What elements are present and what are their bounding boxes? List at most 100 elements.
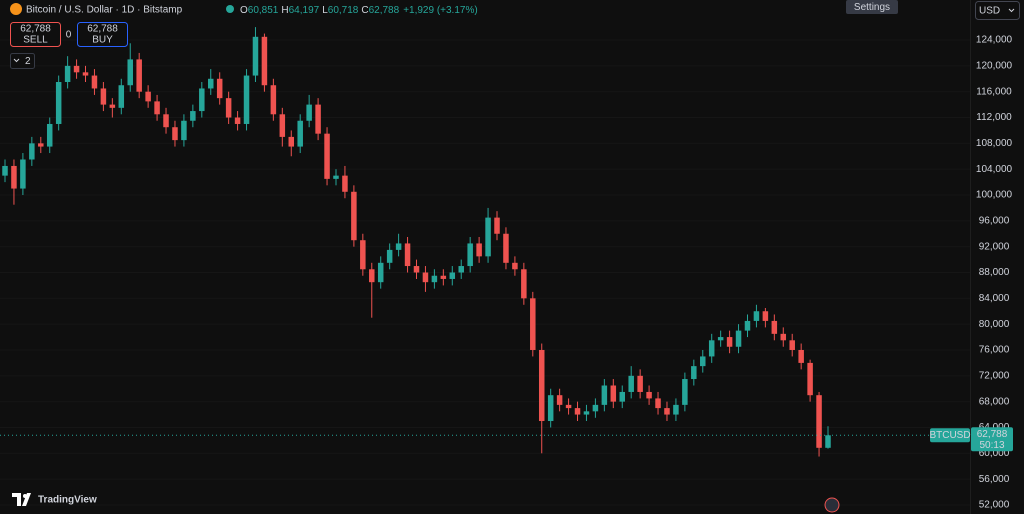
candle-body [449, 272, 456, 279]
candle-body [46, 123, 53, 147]
dropdown-icon [1008, 8, 1015, 13]
candle-body [440, 275, 447, 279]
candle-body [136, 59, 142, 92]
candle-body [100, 88, 107, 105]
candle-body [583, 411, 590, 415]
candle-body [118, 85, 125, 108]
candle-body [422, 272, 429, 283]
y-tick-label: 116,000 [976, 86, 1012, 97]
candle-body [333, 175, 339, 179]
o-value: 60,851 [248, 5, 279, 16]
candle-body [726, 337, 733, 347]
candle-body [744, 320, 751, 331]
candle-body [476, 243, 482, 257]
candle-body [109, 104, 116, 108]
y-tick-label: 108,000 [976, 138, 1013, 149]
candle-body [717, 337, 724, 341]
candle-body [2, 165, 8, 176]
y-tick-label: 84,000 [979, 293, 1010, 304]
candle-body [646, 391, 652, 399]
event-icon[interactable] [824, 497, 840, 513]
candle-body [288, 136, 295, 147]
candle-body [199, 88, 205, 112]
candle-body [637, 375, 643, 392]
candle-body [55, 82, 62, 124]
candle-body [208, 78, 214, 89]
buy-price: 62,788 [87, 24, 118, 35]
currency-label: USD [979, 6, 1000, 17]
candle-body [655, 398, 661, 409]
symbol-title[interactable]: Bitcoin / U.S. Dollar · 1D · Bitstamp [26, 5, 183, 16]
settings-button[interactable] [846, 0, 898, 14]
tv-logo-dot [23, 494, 27, 498]
candle-body [145, 91, 151, 102]
candle-body [503, 233, 509, 263]
candle-body [700, 356, 706, 367]
y-tick-label: 120,000 [976, 61, 1013, 72]
candle-body [172, 127, 178, 141]
candle-body [574, 408, 581, 415]
candle-body [395, 243, 402, 250]
candle-body [216, 78, 223, 99]
candle-body [682, 379, 688, 405]
candle-body [771, 320, 778, 334]
candle-body [521, 269, 527, 299]
candle-body [762, 311, 769, 321]
y-tick-label: 56,000 [979, 474, 1010, 485]
candle-body [807, 362, 813, 396]
candle-body [565, 404, 572, 409]
change: +1,929 (+3.17%) [403, 5, 478, 16]
y-tick-label: 76,000 [979, 345, 1010, 356]
candle-body [225, 98, 232, 118]
candle-body [91, 75, 98, 89]
y-tick-label: 80,000 [979, 319, 1010, 330]
sell-button[interactable] [10, 22, 61, 47]
candle-body [64, 65, 71, 83]
sell-label: SELL [23, 35, 48, 46]
y-tick-label: 68,000 [979, 396, 1010, 407]
candle-body [458, 266, 464, 273]
candle-body [261, 36, 268, 86]
symbol-tag [930, 428, 970, 443]
candle-body [351, 191, 357, 241]
candle-body [825, 435, 831, 448]
candle-body [270, 85, 277, 115]
plot-area [0, 27, 970, 506]
candle-body [324, 133, 330, 179]
candle-body [610, 385, 617, 402]
candle-body [753, 311, 760, 321]
candle-body [38, 143, 44, 147]
c-label: C [361, 5, 368, 16]
candle-body [190, 111, 196, 121]
currency-select[interactable] [975, 1, 1020, 20]
buy-button[interactable] [77, 22, 128, 47]
l-label: L [322, 5, 328, 16]
o-label: O [240, 5, 248, 16]
market-status[interactable] [226, 5, 234, 13]
candle-body [154, 101, 160, 115]
indicators-toggle[interactable] [10, 53, 35, 69]
candle-body [29, 143, 35, 160]
sell-price: 62,788 [20, 24, 51, 35]
candle-body [386, 249, 393, 263]
price-tag [971, 427, 1013, 452]
candle-body [735, 330, 742, 347]
candle-body [279, 114, 286, 137]
candle-body [485, 217, 491, 257]
y-tick-label: 60,000 [979, 448, 1010, 459]
candle-body [619, 391, 625, 402]
candle-body [306, 104, 312, 121]
h-value: 64,197 [289, 5, 320, 16]
l-value: 60,718 [328, 5, 359, 16]
y-tick-label: 88,000 [979, 267, 1010, 278]
candle-body [252, 36, 259, 76]
candle-body [547, 395, 554, 422]
y-tick-label: 96,000 [979, 215, 1010, 226]
candle-body [708, 340, 715, 357]
candle-body [592, 404, 599, 412]
candle-body [234, 117, 241, 124]
candle-body [512, 262, 518, 270]
brand: TradingView [38, 495, 97, 506]
